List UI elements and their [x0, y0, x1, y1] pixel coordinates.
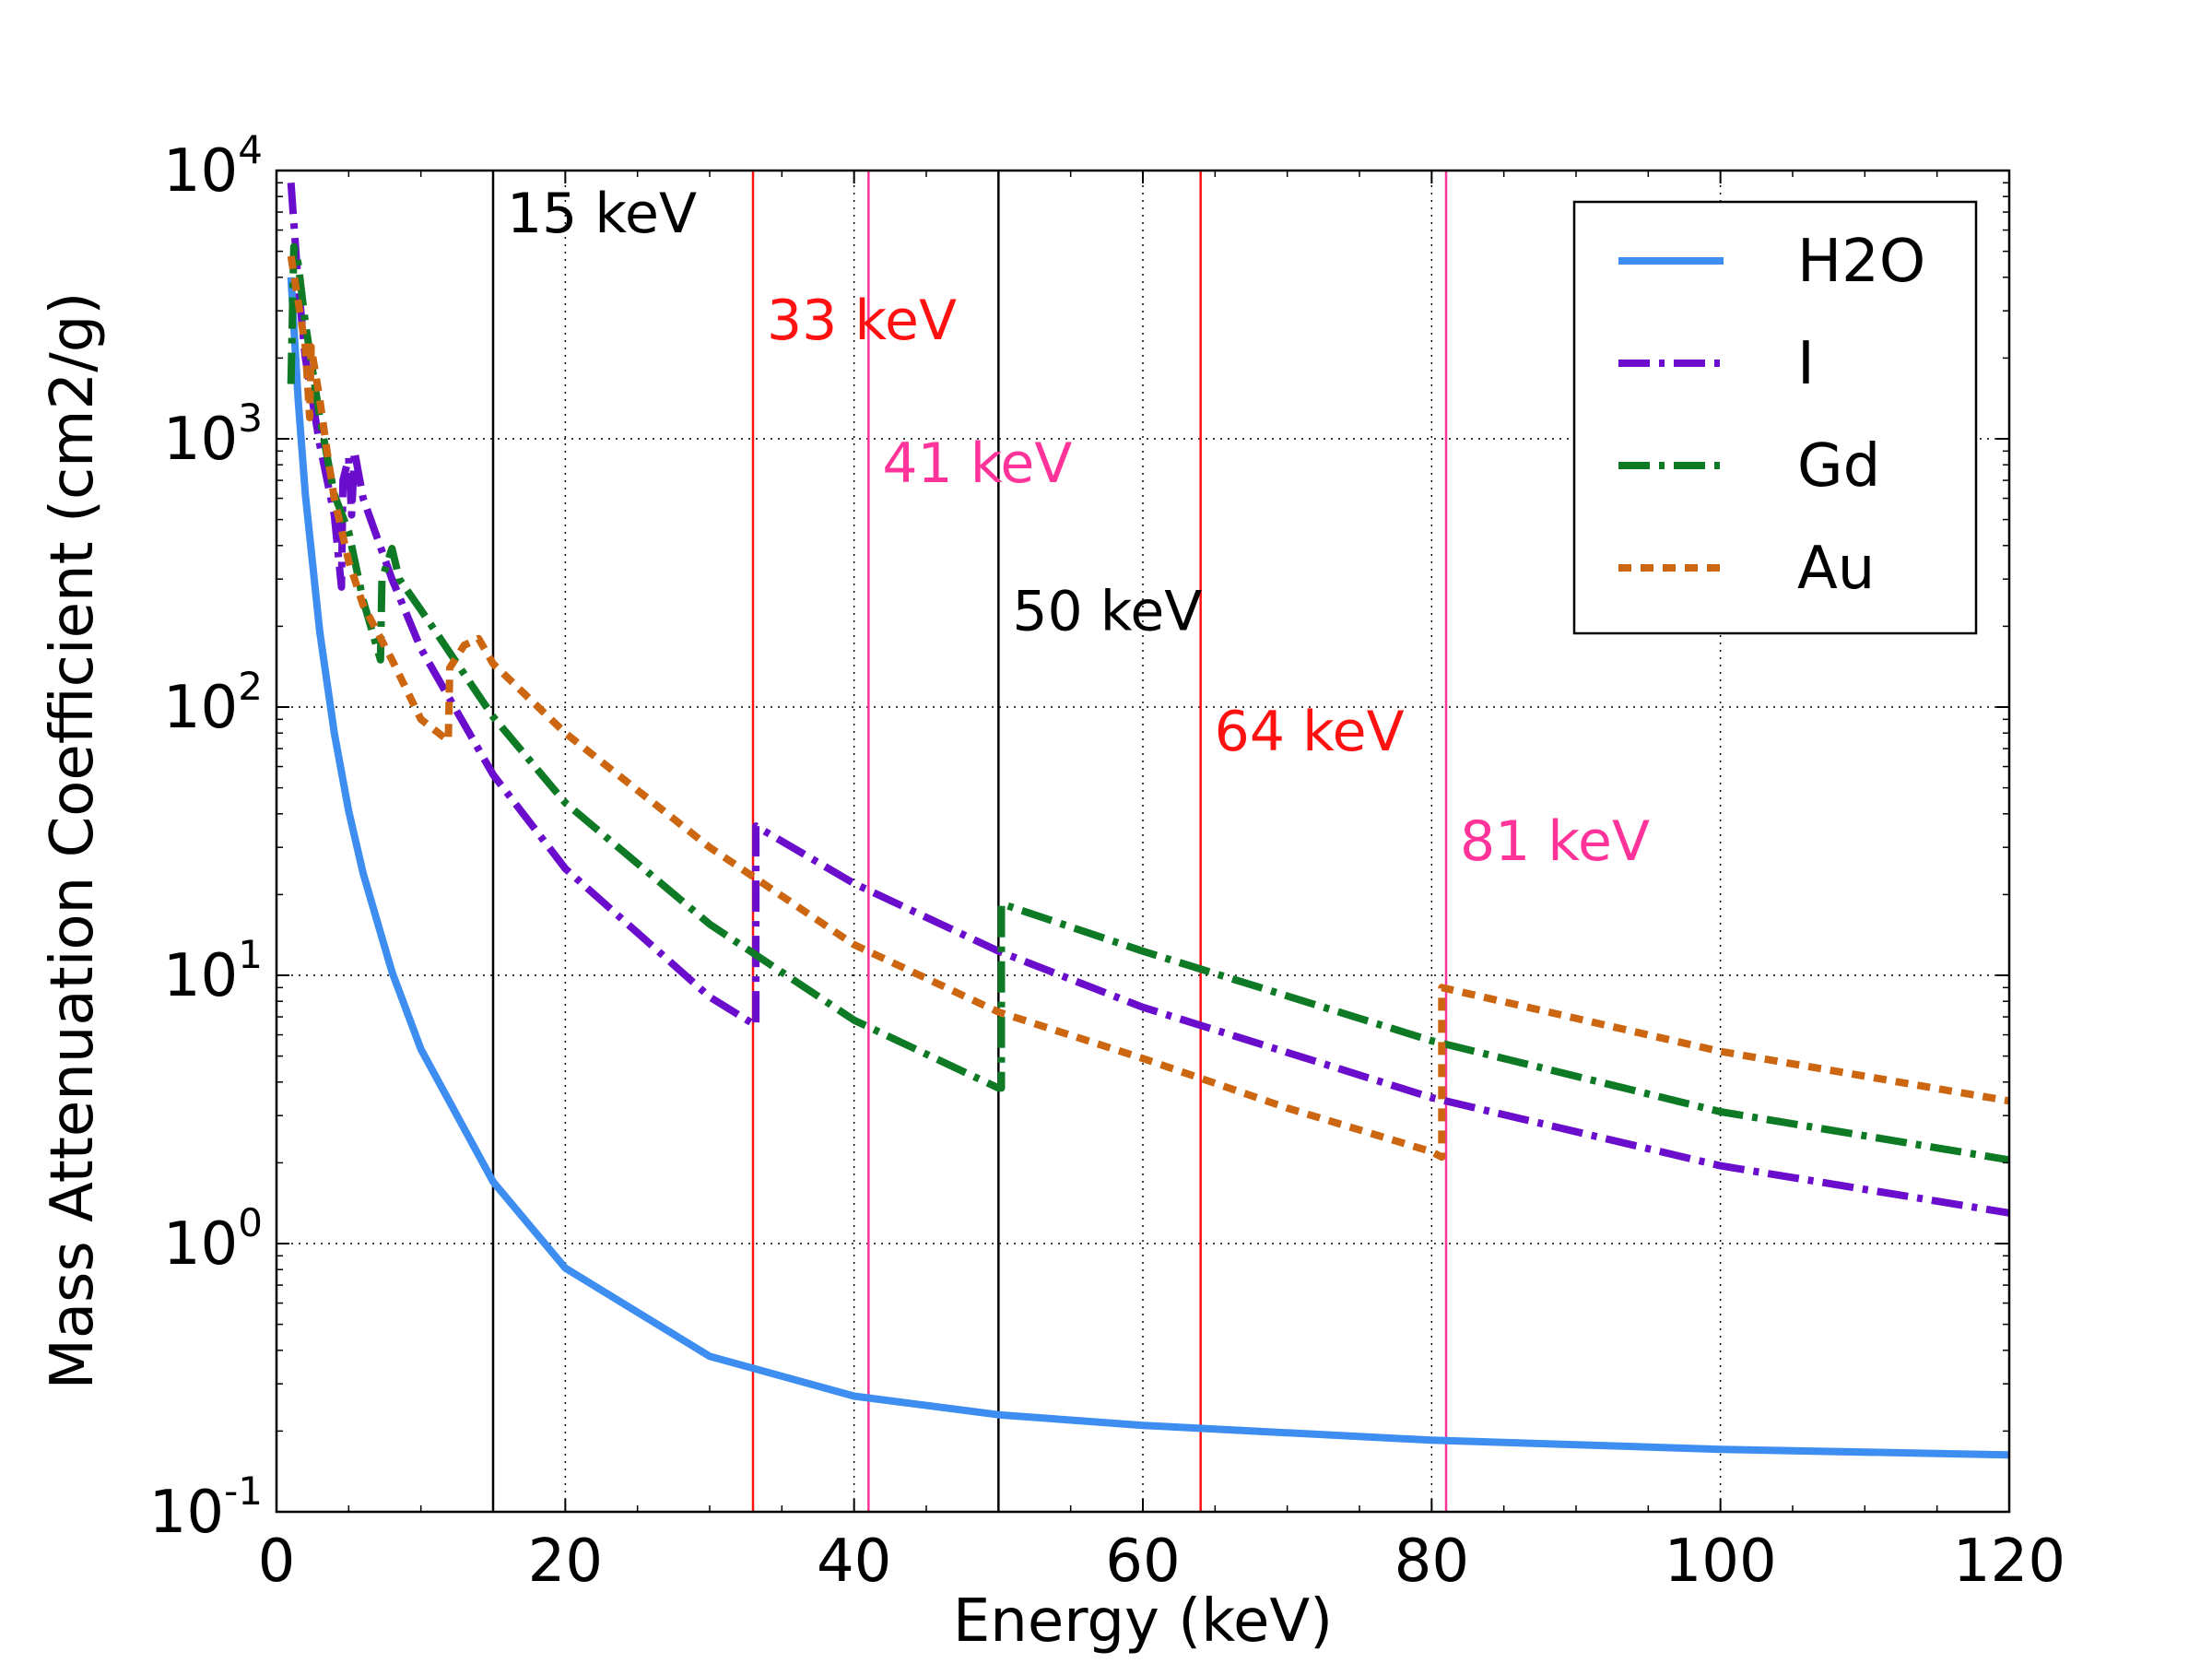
y-tick-label: 10-1 — [149, 1468, 263, 1547]
y-tick-base: 10 — [163, 1210, 238, 1279]
y-tick-exponent: 1 — [238, 932, 263, 977]
x-tick-label: 0 — [258, 1527, 296, 1596]
y-tick-base: 10 — [149, 1479, 224, 1547]
grid-layer — [276, 171, 2009, 1512]
legend-label-h2o: H2O — [1797, 228, 1925, 296]
series-line-i — [287, 183, 2010, 1217]
edge-markers-layer — [491, 171, 1448, 1512]
y-tick-base: 10 — [163, 674, 238, 742]
x-tick-label: 20 — [528, 1527, 603, 1596]
y-tick-exponent: 3 — [238, 395, 263, 441]
y-tick-label: 103 — [163, 395, 263, 474]
edge-label-50kev: 50 keV — [1012, 580, 1202, 644]
x-tick-label: 120 — [1953, 1527, 2065, 1596]
y-tick-label: 104 — [163, 127, 263, 206]
y-tick-base: 10 — [163, 942, 238, 1010]
legend-label-au: Au — [1797, 535, 1875, 603]
x-tick-label: 80 — [1394, 1527, 1469, 1596]
legend-label-i: I — [1797, 330, 1815, 398]
y-tick-label: 102 — [163, 664, 263, 742]
x-tick-label: 60 — [1105, 1527, 1180, 1596]
x-axis-label: Energy (keV) — [953, 1587, 1333, 1656]
series-line-h2o — [287, 277, 2010, 1459]
series-layer — [287, 183, 2010, 1459]
legend-label-gd: Gd — [1797, 432, 1880, 501]
y-tick-exponent: -1 — [224, 1468, 263, 1514]
y-tick-exponent: 2 — [238, 664, 263, 709]
y-tick-exponent: 4 — [238, 127, 263, 172]
series-line-au — [287, 255, 2010, 1162]
legend-box — [1572, 200, 1978, 635]
edge-label-81kev: 81 keV — [1460, 809, 1650, 874]
y-tick-label: 100 — [163, 1200, 263, 1279]
y-axis-label: Mass Attenuation Coefficient (cm2/g) — [39, 292, 107, 1390]
y-tick-label: 101 — [163, 932, 263, 1010]
y-tick-base: 10 — [163, 137, 238, 206]
x-tick-label: 100 — [1665, 1527, 1777, 1596]
edge-label-15kev: 15 keV — [507, 182, 697, 246]
legend: H2O I Gd Au — [1572, 200, 1978, 635]
y-tick-base: 10 — [163, 406, 238, 474]
edge-label-41kev: 41 keV — [882, 431, 1072, 496]
x-tick-label: 40 — [817, 1527, 891, 1596]
y-tick-exponent: 0 — [238, 1200, 263, 1245]
edge-label-64kev: 64 keV — [1215, 700, 1405, 764]
edge-label-33kev: 33 keV — [767, 289, 957, 353]
tick-layer — [276, 170, 2010, 1513]
